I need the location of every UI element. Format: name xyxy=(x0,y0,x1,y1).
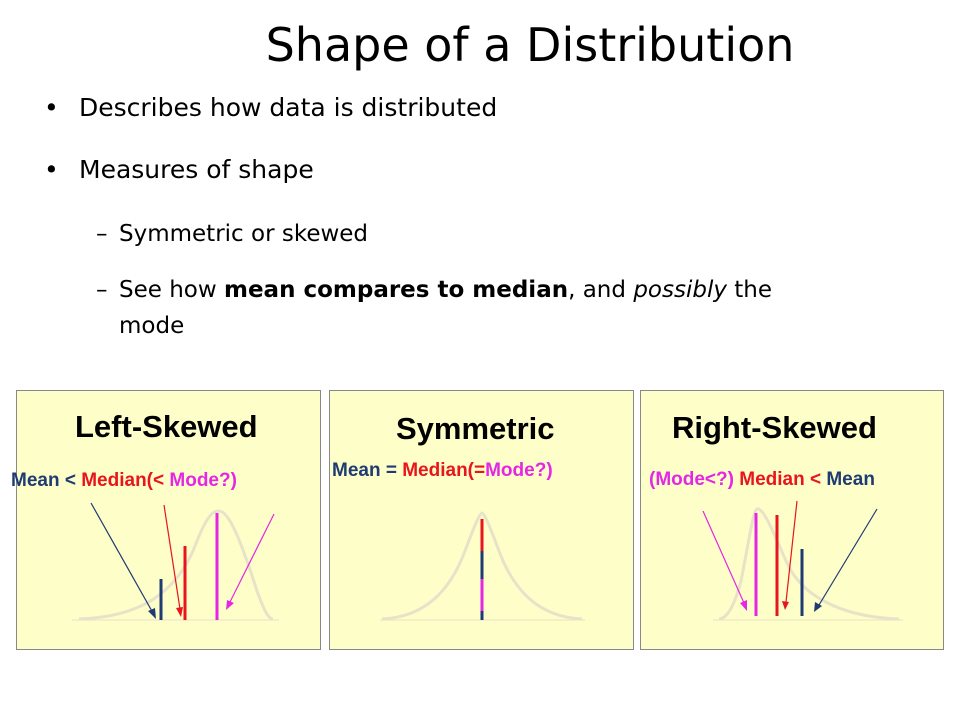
left-skewed-label: Mean < Median(< Mode?) xyxy=(11,470,237,492)
symmetric-label: Mean = Median(=Mode?) xyxy=(332,460,553,482)
sub-bullet-bold: mean compares to median xyxy=(223,277,569,303)
sub-bullet-text-part: , and xyxy=(568,277,634,303)
left-skewed-diagram xyxy=(72,502,279,621)
mode-arrow-head xyxy=(226,600,234,610)
bullet-text: Measures of shape xyxy=(79,155,314,184)
mode-arrow xyxy=(702,510,745,604)
median-arrow xyxy=(785,500,798,603)
sub-bullet-symmetric: – Symmetric or skewed xyxy=(44,216,924,252)
right-skewed-panel: Right-Skewed (Mode<?) Median < Mean xyxy=(640,390,944,650)
right-skewed-label: (Mode<?) Median < Mean xyxy=(649,469,942,491)
right-skewed-diagram xyxy=(702,500,903,621)
slide-title: Shape of a Distribution xyxy=(265,18,795,72)
median-label: Median xyxy=(733,469,805,490)
left-skewed-panel: Left-Skewed Mean < Median(< Mode?) xyxy=(11,390,321,650)
symmetric-title: Symmetric xyxy=(396,411,555,446)
mode-label: (Mode<?) xyxy=(649,469,734,490)
sub-bullet-text: Symmetric or skewed xyxy=(119,221,369,247)
less-than: < xyxy=(59,470,82,491)
symmetric-curve xyxy=(381,511,583,621)
bullet-dot: • xyxy=(44,155,59,184)
mean-arrow-head xyxy=(148,608,156,619)
less-than: < xyxy=(804,469,827,490)
mean-label: Mean xyxy=(332,460,381,481)
bullet-list: • Describes how data is distributed • Me… xyxy=(44,92,924,364)
mean-label: Mean xyxy=(826,469,875,490)
mode-label: Mode?) xyxy=(164,470,237,491)
bullet-describes: • Describes how data is distributed xyxy=(44,92,924,124)
mean-label: Mean xyxy=(11,470,60,491)
sub-bullet-text-part: the xyxy=(726,277,773,303)
sub-bullet-dash: – xyxy=(96,277,108,303)
mean-arrow-head xyxy=(814,602,822,612)
symmetric-panel: Symmetric Mean = Median(=Mode?) xyxy=(329,390,634,650)
sub-bullet-mean-median: – See how mean compares to median, and p… xyxy=(44,272,924,344)
sub-bullet-text-part: mode xyxy=(119,313,185,339)
bullet-measures: • Measures of shape xyxy=(44,154,924,186)
sub-bullet-dash: – xyxy=(96,221,108,247)
mean-arrow xyxy=(90,502,154,614)
right-skewed-title: Right-Skewed xyxy=(672,410,877,445)
mean-arrow xyxy=(818,508,878,606)
median-arrow xyxy=(163,504,181,610)
mode-arrow-head xyxy=(740,600,747,611)
symmetric-diagram xyxy=(380,511,585,621)
bullet-dot: • xyxy=(44,93,59,122)
bullet-text: Describes how data is distributed xyxy=(79,93,498,122)
median-label: Median(= xyxy=(402,460,486,481)
mode-label: Mode?) xyxy=(485,460,553,481)
mode-arrow xyxy=(229,513,275,603)
left-skewed-title: Left-Skewed xyxy=(75,409,258,444)
median-arrow-head xyxy=(176,607,183,617)
median-arrow-head xyxy=(782,601,789,610)
left-skewed-curve xyxy=(78,509,274,621)
equals: = xyxy=(380,460,403,481)
sub-bullet-text-part: See how xyxy=(119,277,224,303)
right-skewed-curve xyxy=(718,507,900,621)
median-label: Median(< xyxy=(81,470,165,491)
sub-bullet-italic: possibly xyxy=(633,277,727,303)
